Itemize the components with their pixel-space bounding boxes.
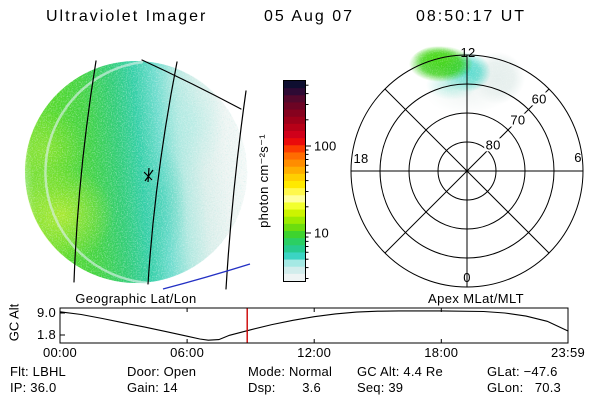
mlat-ring-label: 60	[532, 91, 547, 106]
colorbar-segment	[284, 195, 305, 204]
colorbar-segment	[284, 259, 305, 268]
image-time-ut: 08:50:17 UT	[416, 8, 527, 25]
mlt-axis-label: 6	[574, 150, 582, 165]
footprint-marker	[143, 167, 154, 183]
mlt-spoke	[384, 170, 468, 254]
ring-label-bg	[530, 92, 549, 106]
x-tick-label: 18:00	[424, 345, 458, 360]
telemetry-mode: Mode: Normal	[248, 364, 333, 379]
colorbar-segment	[284, 95, 305, 104]
colorbar-segment	[284, 88, 305, 97]
colorbar-unit-label: photon cm⁻²s⁻¹	[256, 134, 271, 228]
strip-chart-frame	[59, 307, 569, 344]
mlt-axis-label: 12	[460, 45, 475, 60]
telemetry-ip: IP: 36.0	[10, 380, 57, 395]
colorbar-segment	[284, 216, 305, 225]
colorbar-segment	[284, 159, 305, 168]
colorbar-segment	[284, 202, 305, 211]
polar-panel-caption: Apex MLat/MLT	[428, 291, 524, 306]
earth-disk-texture	[24, 60, 248, 284]
mlt-axis-label: 18	[353, 151, 368, 166]
colorbar-segment	[284, 138, 305, 147]
telemetry-glon: GLon: 70.3	[487, 380, 561, 395]
mlat-ring-label: 80	[486, 137, 501, 152]
colorbar-segment	[284, 223, 305, 232]
telemetry-door: Door: Open	[127, 364, 197, 379]
earth-panel-caption: Geographic Lat/Lon	[75, 291, 197, 306]
colorbar-segment	[284, 173, 305, 182]
colorbar-segment	[284, 181, 305, 189]
x-tick-label: 12:00	[297, 345, 331, 360]
colorbar-tick-label: 100	[314, 139, 337, 154]
telemetry-gc-alt: GC Alt: 4.4 Re	[357, 364, 443, 379]
colorbar-segment	[284, 188, 305, 197]
ring-label-bg	[484, 138, 503, 152]
x-tick-label: 00:00	[43, 345, 77, 360]
colorbar-segment	[284, 81, 305, 89]
x-tick-label: 23:59	[551, 345, 585, 360]
mlt-spoke	[466, 170, 550, 254]
colorbar-tick-label: 10	[314, 226, 329, 241]
colorbar-segment	[284, 238, 305, 247]
telemetry-flt: Flt: LBHL	[10, 364, 66, 379]
telemetry-glat: GLat: −47.6	[487, 364, 558, 379]
terminator-line-blue	[162, 263, 251, 290]
colorbar-segment	[284, 116, 305, 125]
x-tick-label: 06:00	[170, 345, 204, 360]
app-title: Ultraviolet Imager	[46, 8, 208, 25]
colorbar-segment	[284, 266, 305, 275]
gc-alt-curve	[59, 310, 569, 341]
colorbar-segment	[284, 152, 305, 161]
colorbar: 100 10	[283, 80, 337, 282]
disk-limb-glow	[44, 60, 151, 285]
colorbar-segment	[284, 109, 305, 118]
colorbar-segment	[284, 166, 305, 175]
y-tick-label: 9.0	[37, 305, 56, 320]
ring-label-bg	[508, 113, 527, 127]
colorbar-segment	[284, 245, 305, 254]
earth-image-panel	[24, 59, 251, 290]
colorbar-segment	[284, 231, 305, 239]
colorbar-segment	[284, 131, 305, 139]
image-date: 05 Aug 07	[264, 8, 355, 25]
colorbar-segment	[284, 123, 305, 132]
colorbar-segment	[284, 252, 305, 261]
polar-aurora-blob	[402, 40, 526, 112]
colorbar-segment	[284, 102, 305, 111]
mlat-ring-label: 70	[510, 113, 525, 128]
colorbar-segment	[284, 273, 305, 282]
telemetry-gain: Gain: 14	[127, 380, 178, 395]
colorbar-segment	[284, 209, 305, 218]
mlt-axis-label: 0	[463, 270, 471, 285]
y-tick-label: 1.8	[37, 327, 56, 342]
mlt-spoke	[384, 88, 468, 172]
geographic-grid-lines	[73, 59, 247, 290]
colorbar-segment	[284, 145, 305, 154]
telemetry-dsp: Dsp: 3.6	[248, 380, 321, 395]
orbit-strip-chart: 9.0 1.8 00:00 06:00 12:00 18:00 23:59	[37, 305, 585, 360]
telemetry-seq: Seq: 39	[357, 380, 404, 395]
gc-alt-axis-label: GC Alt	[6, 303, 22, 342]
